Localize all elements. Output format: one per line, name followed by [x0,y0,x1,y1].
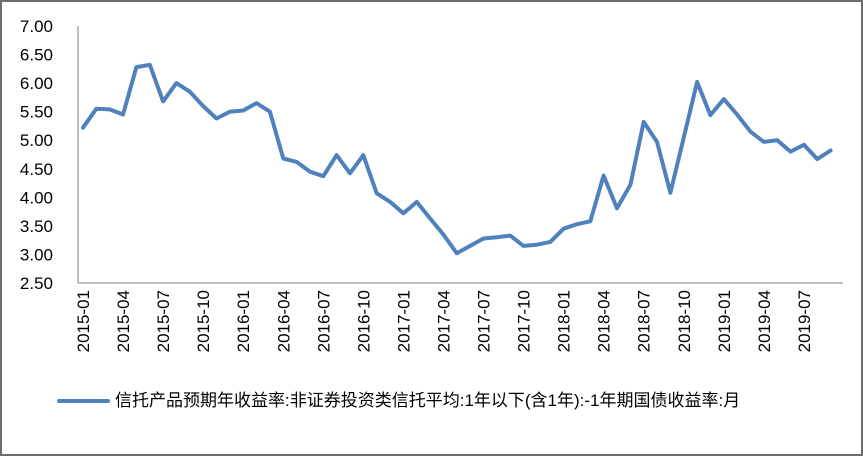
legend: 信托产品预期年收益率:非证券投资类信托平均:1年以下(含1年):-1年期国债收益… [57,388,817,414]
legend-label: 信托产品预期年收益率:非证券投资类信托平均:1年以下(含1年):-1年期国债收益… [115,391,741,410]
y-axis-tick-label: 5.50 [20,103,53,122]
y-axis-tick-label: 5.00 [20,131,53,150]
x-axis-tick-label: 2018-10 [675,290,694,352]
x-axis-tick-label: 2019-07 [795,290,814,352]
legend-marker-line [57,399,110,403]
y-axis-tick-label: 3.00 [20,245,53,264]
y-axis-tick-label: 4.50 [20,160,53,179]
y-axis-tick-label: 3.50 [20,217,53,236]
y-axis-tick-label: 2.50 [20,274,53,293]
series-group [81,62,833,256]
x-axis-tick-label: 2016-10 [354,290,373,352]
series-line [81,62,833,256]
x-axis-tick-label: 2019-04 [755,290,774,352]
x-axis-tick-label: 2018-04 [595,290,614,352]
x-axis-tick-label: 2015-07 [154,290,173,352]
x-axis-tick-label: 2017-07 [475,290,494,352]
x-axis-tick-label: 2016-01 [234,290,253,352]
x-axis-tick-label: 2015-04 [114,290,133,352]
y-axis-tick-label: 6.00 [20,74,53,93]
x-axis-tick-label: 2016-07 [314,290,333,352]
x-axis-tick-label: 2015-10 [194,290,213,352]
y-axis-tick-label: 4.00 [20,188,53,207]
x-axis-labels: 2015-01 2015-04 2015-07 2015-10 2016-01 2016-… [74,290,814,352]
x-axis-tick-label: 2017-01 [394,290,413,352]
axes [77,26,843,284]
x-axis-tick-label: 2017-04 [434,290,453,352]
y-axis-tick-label: 7.00 [20,17,53,36]
x-axis-tick-label: 2017-10 [515,290,534,352]
y-axis-tick-label: 6.50 [20,46,53,65]
x-axis-tick-label: 2019-01 [715,290,734,352]
y-axis-labels: 7.00 6.50 6.00 5.50 5.00 4.50 4.00 3.50 3.00 2.50 [20,17,53,293]
x-axis-tick-label: 2016-04 [274,290,293,352]
x-axis-tick-label: 2018-01 [555,290,574,352]
x-axis-tick-label: 2018-07 [635,290,654,352]
x-axis-tick-label: 2015-01 [74,290,93,352]
